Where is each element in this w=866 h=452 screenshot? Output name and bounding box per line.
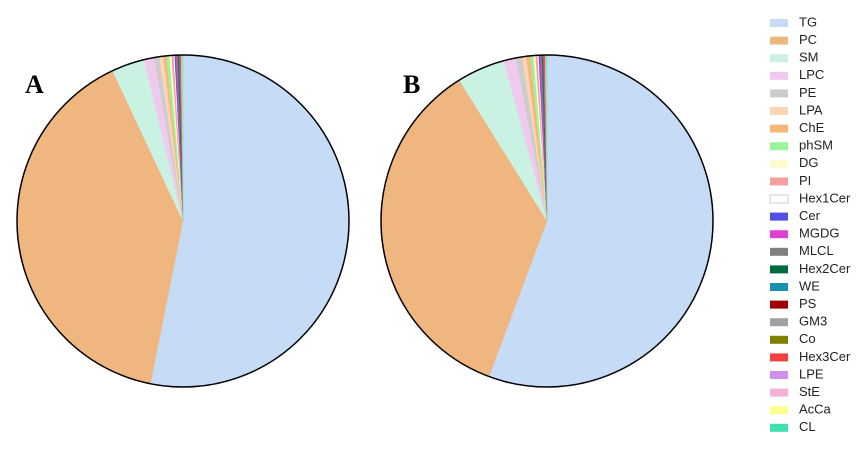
legend-swatch — [770, 335, 788, 344]
legend-swatch — [770, 247, 788, 256]
legend-swatch — [770, 107, 788, 115]
legend-label: TG — [799, 14, 817, 29]
legend-swatch — [770, 19, 788, 27]
legend-label: DG — [799, 155, 819, 170]
legend-swatch — [770, 230, 788, 239]
legend-swatch — [770, 283, 788, 291]
chart-title: B — [403, 70, 420, 99]
legend-swatch — [770, 300, 788, 309]
legend-swatch — [770, 406, 788, 415]
legend-label: MGDG — [799, 226, 839, 241]
legend-swatch — [770, 265, 788, 274]
legend-label: Hex1Cer — [799, 190, 851, 205]
legend-swatch — [770, 71, 788, 80]
chart-title: A — [25, 70, 44, 99]
legend-label: PI — [799, 173, 811, 188]
legend-swatch — [770, 36, 788, 45]
legend-swatch — [770, 54, 788, 63]
legend-swatch — [770, 353, 788, 362]
legend-label: WE — [799, 278, 820, 293]
legend-label: LPE — [799, 366, 824, 381]
legend-label: Co — [799, 331, 816, 346]
legend-label: Hex2Cer — [799, 261, 851, 276]
pie-outline — [16, 54, 350, 388]
pie-outline — [380, 54, 714, 388]
legend-swatch — [770, 318, 788, 327]
legend-label: AcCa — [799, 402, 832, 417]
legend-label: StE — [799, 384, 820, 399]
legend-label: Hex3Cer — [799, 349, 851, 364]
legend-swatch — [770, 371, 788, 379]
legend-label: MLCL — [799, 243, 834, 258]
legend-label: ChE — [799, 120, 825, 135]
legend-swatch — [770, 159, 788, 168]
legend-label: SM — [799, 50, 819, 65]
legend-label: PC — [799, 32, 817, 47]
legend-swatch — [769, 194, 789, 204]
legend-label: PE — [799, 85, 817, 100]
legend-swatch — [770, 212, 788, 221]
legend-label: LPC — [799, 67, 824, 82]
legend-label: Cer — [799, 208, 821, 223]
legend-label: phSM — [799, 138, 833, 153]
legend-label: LPA — [799, 102, 823, 117]
legend-swatch — [770, 124, 788, 133]
legend-swatch — [770, 388, 788, 397]
legend-swatch — [770, 142, 788, 151]
legend-label: CL — [799, 419, 816, 434]
legend-swatch — [770, 89, 788, 98]
legend-swatch — [770, 177, 788, 186]
legend-swatch — [770, 423, 788, 432]
legend-label: PS — [799, 296, 817, 311]
legend-label: GM3 — [799, 314, 827, 329]
